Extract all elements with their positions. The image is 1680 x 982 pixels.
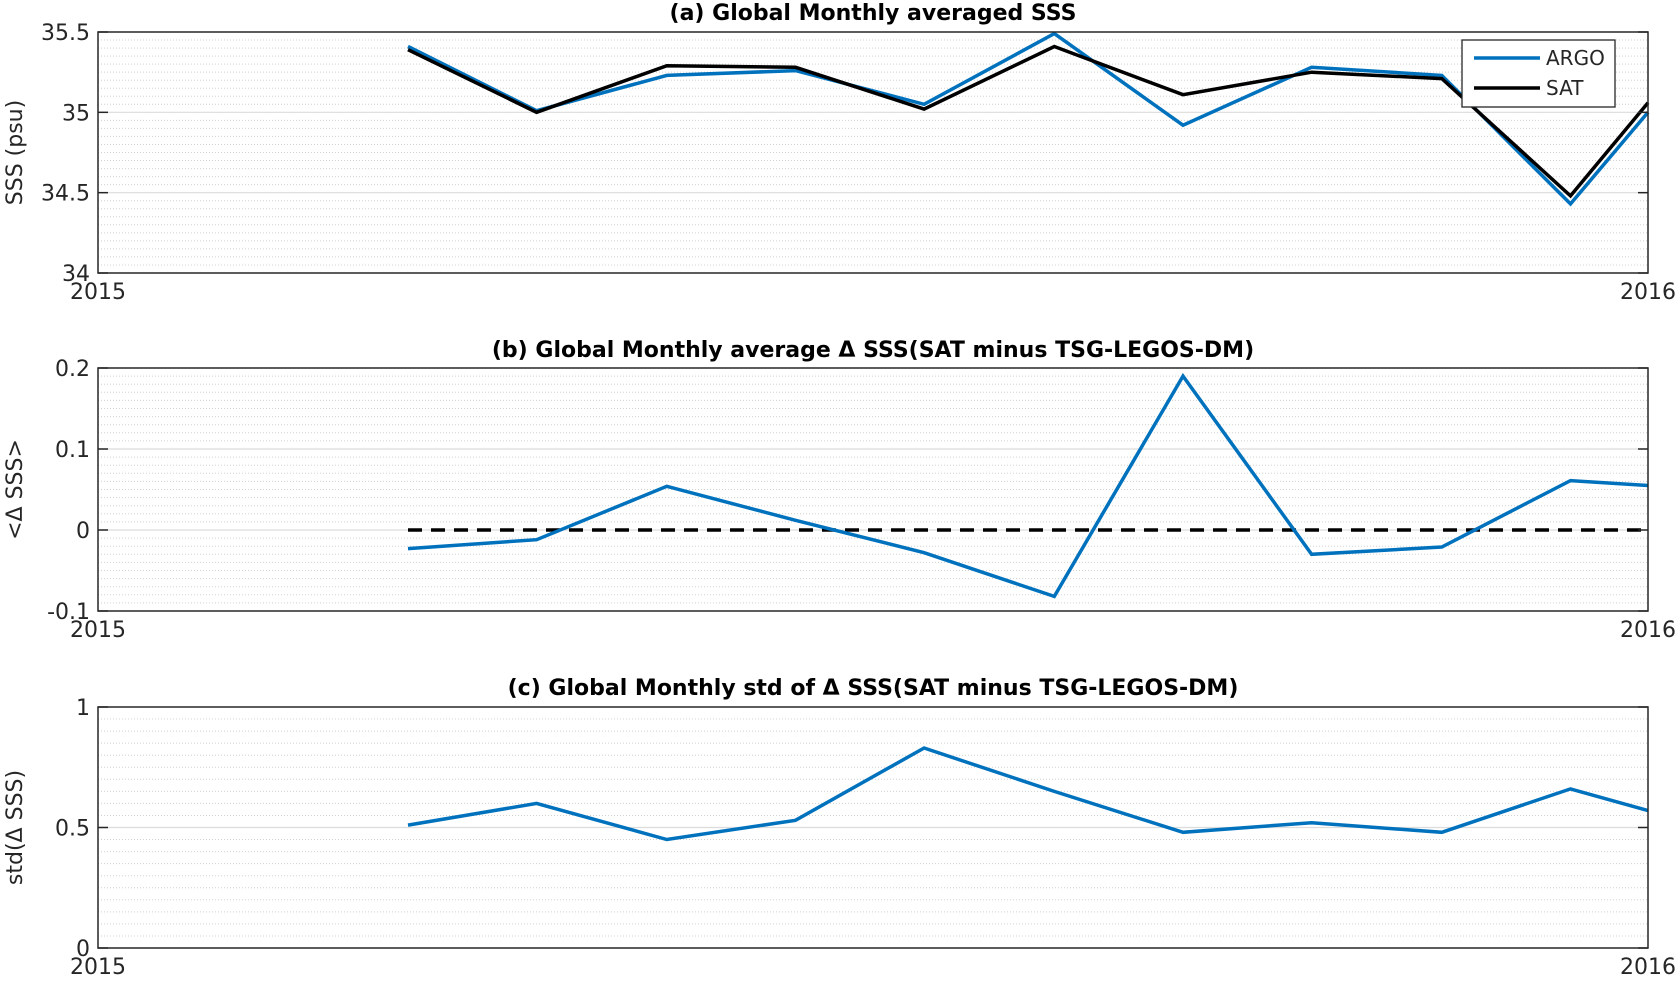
- x-tick-label: 2016: [1620, 618, 1676, 643]
- axes-box: [97, 367, 1649, 612]
- y-axis-label: SSS (psu): [3, 100, 28, 205]
- chart-title: (a) Global Monthly averaged SSS: [670, 1, 1077, 26]
- series-line-1: [407, 746, 1649, 842]
- x-tick-label: 2015: [70, 618, 126, 643]
- legend-box: [1461, 39, 1616, 108]
- series-line-1: [407, 372, 1649, 599]
- chart-title: (b) Global Monthly average Δ SSS(SAT min…: [492, 338, 1254, 363]
- x-tick-label: 2016: [1620, 955, 1676, 980]
- y-tick-label: 34.5: [41, 182, 90, 207]
- y-tick-label: 0.2: [55, 357, 90, 382]
- x-tick-label: 2015: [70, 280, 126, 305]
- y-tick-label: 0.1: [55, 438, 90, 463]
- legend: ARGO SAT: [1461, 39, 1616, 108]
- chart-panel-2: -0.1 0 0.1 0.2 2015 2016 (b) Global Monthly av…: [3, 338, 1676, 643]
- series-line-sat: [407, 44, 1650, 199]
- y-axis-label: std(Δ SSS): [3, 770, 28, 885]
- chart-title: (c) Global Monthly std of Δ SSS(SAT minu…: [508, 676, 1239, 701]
- x-tick-label: 2015: [70, 955, 126, 980]
- y-tick-label: 35.5: [41, 21, 90, 46]
- y-tick-label: 1: [76, 696, 90, 721]
- y-axis-label: <Δ SSS>: [3, 439, 28, 540]
- y-tick-label: -0.1: [47, 600, 90, 625]
- y-tick-label: 34: [62, 262, 90, 287]
- axes-box: [97, 31, 1649, 274]
- y-tick-label: 0: [76, 937, 90, 962]
- x-tick-label: 2016: [1620, 280, 1676, 305]
- chart-panel-1: 34 34.5 35 35.5 2015 2016 (a) Global Monthly a…: [3, 1, 1676, 305]
- y-tick-label: 0.5: [55, 817, 90, 842]
- legend-label: SAT: [1546, 76, 1584, 100]
- y-tick-label: 35: [62, 101, 90, 126]
- legend-label: ARGO: [1546, 46, 1605, 70]
- chart-panel-3: 0 0.5 1 2015 2016 (c) Global Monthly std of Δ…: [3, 676, 1676, 980]
- y-tick-label: 0: [76, 519, 90, 544]
